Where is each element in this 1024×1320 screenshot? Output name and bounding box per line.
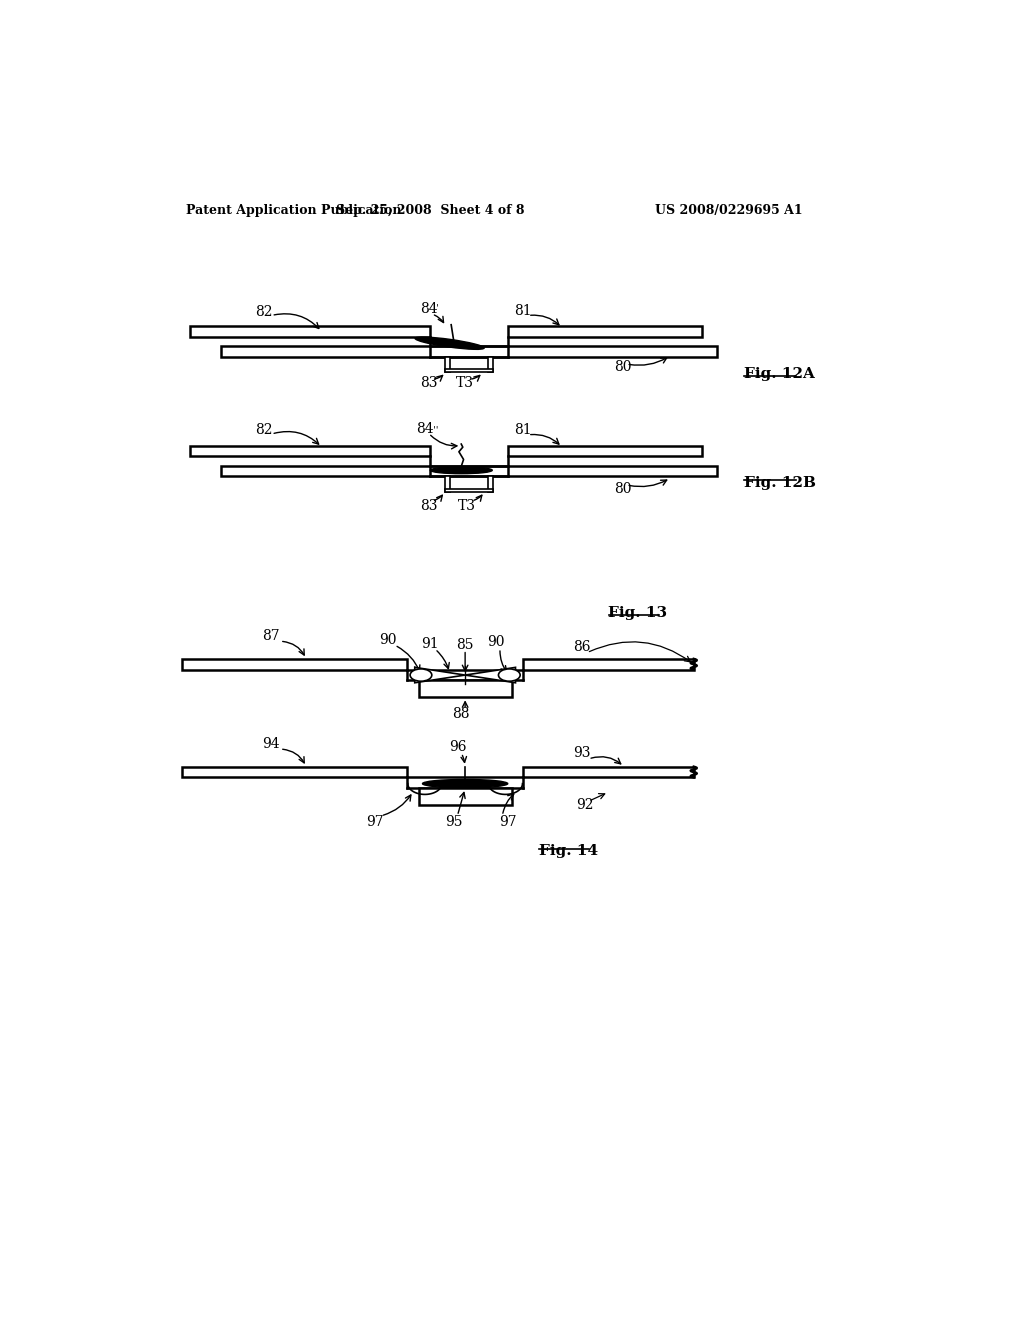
Bar xyxy=(221,466,717,477)
Text: Fig. 12B: Fig. 12B xyxy=(744,475,816,490)
Text: Sep. 25, 2008  Sheet 4 of 8: Sep. 25, 2008 Sheet 4 of 8 xyxy=(336,205,524,218)
Bar xyxy=(508,446,701,457)
Text: 90: 90 xyxy=(379,632,396,647)
Text: 97: 97 xyxy=(499,816,516,829)
Polygon shape xyxy=(415,668,465,682)
Text: 83: 83 xyxy=(420,376,437,391)
Text: 84: 84 xyxy=(416,421,433,436)
Text: 90: 90 xyxy=(487,635,505,649)
Ellipse shape xyxy=(410,669,432,681)
Bar xyxy=(508,326,701,337)
Text: 86: 86 xyxy=(572,640,590,655)
Text: 84: 84 xyxy=(420,302,437,317)
Text: 83: 83 xyxy=(420,499,437,512)
Bar xyxy=(523,659,693,669)
Bar xyxy=(190,446,430,457)
Text: ': ' xyxy=(436,304,439,313)
Polygon shape xyxy=(445,488,493,492)
Polygon shape xyxy=(445,358,450,372)
Text: 87: 87 xyxy=(262,628,281,643)
Text: US 2008/0229695 A1: US 2008/0229695 A1 xyxy=(655,205,803,218)
Text: 81: 81 xyxy=(514,304,532,318)
Ellipse shape xyxy=(423,779,508,788)
Text: 96: 96 xyxy=(449,741,466,755)
Text: T3: T3 xyxy=(458,499,476,512)
Text: 85: 85 xyxy=(457,638,474,652)
Text: 94: 94 xyxy=(262,737,281,751)
Text: 82: 82 xyxy=(255,424,272,437)
Text: 81: 81 xyxy=(514,424,532,437)
Text: 80: 80 xyxy=(613,360,631,374)
Polygon shape xyxy=(445,477,450,492)
Text: Fig. 14: Fig. 14 xyxy=(539,845,598,858)
Text: 95: 95 xyxy=(444,816,462,829)
Text: T3: T3 xyxy=(456,376,474,391)
Text: 88: 88 xyxy=(453,708,470,721)
Bar xyxy=(523,767,693,777)
Bar xyxy=(182,767,407,777)
Text: Fig. 12A: Fig. 12A xyxy=(744,367,815,381)
Polygon shape xyxy=(445,370,493,372)
Polygon shape xyxy=(488,358,493,372)
Bar xyxy=(190,326,430,337)
Text: 97: 97 xyxy=(366,816,383,829)
Ellipse shape xyxy=(415,337,484,350)
Text: 80: 80 xyxy=(613,482,631,496)
Polygon shape xyxy=(419,788,512,805)
Text: Fig. 13: Fig. 13 xyxy=(608,606,668,619)
Polygon shape xyxy=(465,668,515,682)
Polygon shape xyxy=(419,681,512,697)
Polygon shape xyxy=(488,477,493,492)
Bar xyxy=(182,659,407,669)
Text: '': '' xyxy=(432,426,438,434)
Text: 92: 92 xyxy=(577,799,594,812)
Ellipse shape xyxy=(499,669,520,681)
Bar xyxy=(221,346,717,358)
Text: 93: 93 xyxy=(572,746,590,760)
Text: 82: 82 xyxy=(255,305,272,319)
Text: Patent Application Publication: Patent Application Publication xyxy=(186,205,401,218)
Ellipse shape xyxy=(430,467,493,474)
Text: 91: 91 xyxy=(422,636,439,651)
